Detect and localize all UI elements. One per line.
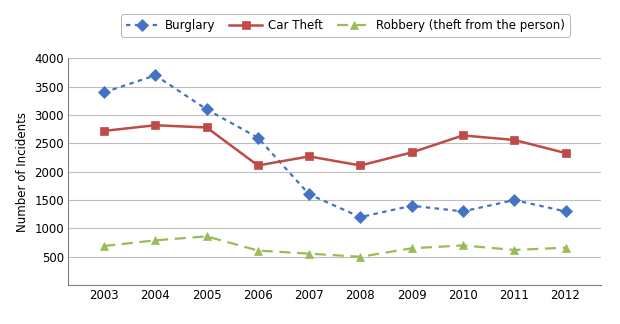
Line: Burglary: Burglary <box>100 71 570 221</box>
Car Theft <box>510 138 518 142</box>
Car Theft <box>203 125 210 129</box>
Robbery (theft from the person) <box>100 244 108 248</box>
Robbery (theft from the person) <box>306 252 313 256</box>
Robbery (theft from the person) <box>203 235 210 238</box>
Line: Robbery (theft from the person): Robbery (theft from the person) <box>100 232 570 261</box>
Line: Car Theft: Car Theft <box>100 121 570 170</box>
Car Theft <box>306 155 313 158</box>
Robbery (theft from the person) <box>356 255 364 259</box>
Burglary <box>562 210 569 214</box>
Car Theft <box>152 123 159 127</box>
Robbery (theft from the person) <box>254 249 262 252</box>
Car Theft <box>356 164 364 168</box>
Burglary <box>152 74 159 77</box>
Legend: Burglary, Car Theft, Robbery (theft from the person): Burglary, Car Theft, Robbery (theft from… <box>121 14 570 37</box>
Robbery (theft from the person) <box>152 238 159 242</box>
Robbery (theft from the person) <box>562 246 569 250</box>
Burglary <box>203 108 210 111</box>
Robbery (theft from the person) <box>459 244 467 248</box>
Car Theft <box>459 133 467 137</box>
Car Theft <box>100 129 108 133</box>
Car Theft <box>562 151 569 155</box>
Y-axis label: Number of Incidents: Number of Incidents <box>16 112 29 232</box>
Car Theft <box>408 150 415 154</box>
Burglary <box>459 210 467 214</box>
Burglary <box>100 90 108 94</box>
Burglary <box>510 198 518 202</box>
Robbery (theft from the person) <box>408 246 415 250</box>
Burglary <box>408 204 415 208</box>
Car Theft <box>254 164 262 168</box>
Burglary <box>254 136 262 140</box>
Robbery (theft from the person) <box>510 248 518 252</box>
Burglary <box>306 192 313 196</box>
Burglary <box>356 215 364 219</box>
